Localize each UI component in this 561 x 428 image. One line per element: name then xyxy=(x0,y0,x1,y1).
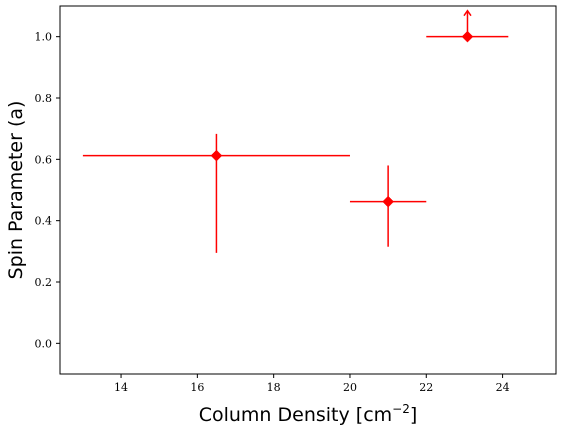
x-axis-ticks: 14 16 18 20 22 24 xyxy=(114,374,510,394)
plot-area xyxy=(59,5,557,375)
x-tick-label: 16 xyxy=(190,381,204,394)
y-tick-label: 0.0 xyxy=(35,337,53,350)
x-tick-label: 14 xyxy=(114,381,128,394)
x-tick-label: 22 xyxy=(419,381,433,394)
x-tick-label: 20 xyxy=(343,381,357,394)
data-point-2 xyxy=(349,165,427,247)
x-axis-title: Column Density [cm−2] xyxy=(199,402,418,426)
diamond-marker xyxy=(210,149,223,162)
y-tick-label: 0.8 xyxy=(35,92,53,105)
x-tick-label: 18 xyxy=(267,381,281,394)
data-layer xyxy=(82,9,509,253)
y-tick-label: 0.4 xyxy=(35,215,53,228)
x-axis-title-superscript: −2 xyxy=(392,402,410,416)
y-tick-label: 1.0 xyxy=(35,31,53,44)
data-point-3 xyxy=(426,9,509,43)
diamond-marker xyxy=(382,195,394,208)
y-tick-label: 0.2 xyxy=(35,276,53,289)
x-tick-label: 24 xyxy=(496,381,510,394)
y-tick-label: 0.6 xyxy=(35,153,53,166)
y-axis-title: Spin Parameter (a) xyxy=(5,101,27,280)
data-point-1 xyxy=(82,133,350,253)
diamond-marker xyxy=(461,30,474,43)
lower-limit-arrow-head xyxy=(463,9,472,17)
y-axis-ticks: 0.0 0.2 0.4 0.6 0.8 1.0 xyxy=(35,31,60,350)
